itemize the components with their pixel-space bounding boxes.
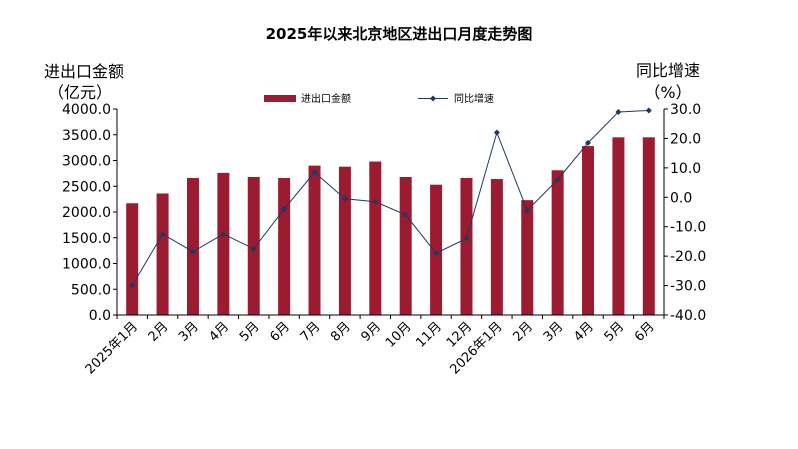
growth-point (493, 129, 500, 136)
left-tick-label: 4000.0 (62, 102, 111, 118)
left-tick-label: 1500.0 (62, 231, 111, 247)
left-tick-label: 0.0 (89, 308, 111, 324)
left-axis-ticks: 0.0 500.0 1000.0 1500.0 2000.0 2500.0 3000.0 35… (62, 102, 117, 324)
x-tick-label: 7月 (298, 319, 324, 345)
x-tick-label: 5月 (602, 319, 628, 345)
legend-swatch-marker (430, 95, 436, 102)
bar (521, 200, 534, 315)
legend-label-bar: 进出口金额 (301, 92, 351, 105)
growth-point (402, 211, 409, 218)
bar (126, 203, 139, 315)
growth-point (645, 107, 652, 114)
left-tick-label: 3500.0 (62, 128, 111, 144)
x-tick-label: 2月 (510, 319, 536, 345)
x-tick-label: 9月 (358, 319, 384, 345)
bar (612, 137, 625, 315)
growth-point (372, 198, 379, 205)
bar (430, 184, 443, 315)
left-tick-label: 500.0 (71, 282, 111, 298)
right-tick-label: -20.0 (670, 249, 706, 265)
x-tick-label: 10月 (383, 319, 414, 350)
bar (186, 178, 199, 315)
bar (308, 165, 321, 315)
bar (278, 178, 291, 315)
line-series (129, 107, 652, 289)
x-tick-label: 2月 (146, 319, 172, 345)
right-tick-label: -10.0 (670, 220, 706, 236)
right-tick-label: -30.0 (670, 279, 706, 295)
x-tick-label: 5月 (237, 319, 263, 345)
growth-point (281, 206, 288, 213)
right-tick-label: -40.0 (670, 308, 706, 324)
growth-point (585, 139, 592, 146)
legend-swatch-bar (264, 95, 296, 102)
bar (490, 179, 503, 315)
x-tick-label: 3月 (176, 319, 202, 345)
bar (399, 176, 412, 315)
x-tick-label: 8月 (328, 319, 354, 345)
growth-point (159, 231, 166, 238)
left-tick-label: 1000.0 (62, 257, 111, 273)
bar (217, 172, 230, 315)
x-tick-label: 3月 (541, 319, 567, 345)
x-tick-label: 4月 (571, 319, 597, 345)
bar (460, 178, 473, 315)
growth-point (341, 195, 348, 202)
growth-point (189, 248, 196, 255)
bar (369, 161, 382, 315)
right-tick-label: 0.0 (670, 190, 692, 206)
left-axis-label-line2: （亿元） (48, 83, 112, 102)
chart-title: 2025年以来北京地区进出口月度走势图 (266, 25, 533, 43)
growth-line (131, 109, 649, 286)
growth-point (311, 169, 318, 176)
growth-point (220, 231, 227, 238)
right-tick-label: 30.0 (670, 102, 701, 118)
x-tick-label: 4月 (207, 319, 233, 345)
growth-point (463, 235, 470, 242)
growth-point (554, 176, 561, 183)
right-axis-ticks: -40.0 -30.0 -20.0 -10.0 0.0 10.0 20.0 30.0 (664, 102, 706, 324)
left-tick-label: 2000.0 (62, 205, 111, 221)
x-tick-label: 6月 (267, 319, 293, 345)
right-tick-label: 10.0 (670, 161, 701, 177)
left-tick-label: 3000.0 (62, 154, 111, 170)
right-tick-label: 20.0 (670, 131, 701, 147)
growth-point (129, 282, 136, 289)
x-tick-label: 11月 (413, 319, 444, 350)
legend: 进出口金额 同比增速 (264, 92, 494, 105)
bar (156, 193, 169, 315)
left-tick-label: 2500.0 (62, 179, 111, 195)
growth-point (524, 207, 531, 214)
bar (642, 137, 655, 315)
bar (551, 170, 564, 315)
left-axis-label-line1: 进出口金额 (44, 62, 124, 81)
legend-label-line: 同比增速 (454, 92, 494, 105)
bar (582, 146, 595, 315)
right-axis-label-line1: 同比增速 (636, 61, 700, 80)
bar (338, 166, 351, 315)
growth-point (250, 245, 257, 252)
x-tick-label: 6月 (632, 319, 658, 345)
axes (116, 109, 665, 316)
right-axis-label-line2: （%） (644, 83, 691, 102)
growth-point (615, 108, 622, 115)
x-tick-label: 2025年1月 (83, 319, 141, 377)
growth-point (433, 250, 440, 257)
bar-series (126, 137, 655, 315)
